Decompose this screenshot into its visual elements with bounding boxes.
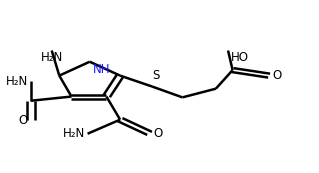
- Text: H₂N: H₂N: [63, 127, 85, 140]
- Text: H₂N: H₂N: [6, 75, 28, 88]
- Text: NH: NH: [93, 63, 110, 76]
- Text: H₂N: H₂N: [41, 51, 63, 64]
- Text: O: O: [19, 114, 28, 127]
- Text: S: S: [152, 69, 160, 82]
- Text: O: O: [273, 69, 282, 82]
- Text: HO: HO: [231, 51, 249, 64]
- Text: O: O: [153, 127, 162, 140]
